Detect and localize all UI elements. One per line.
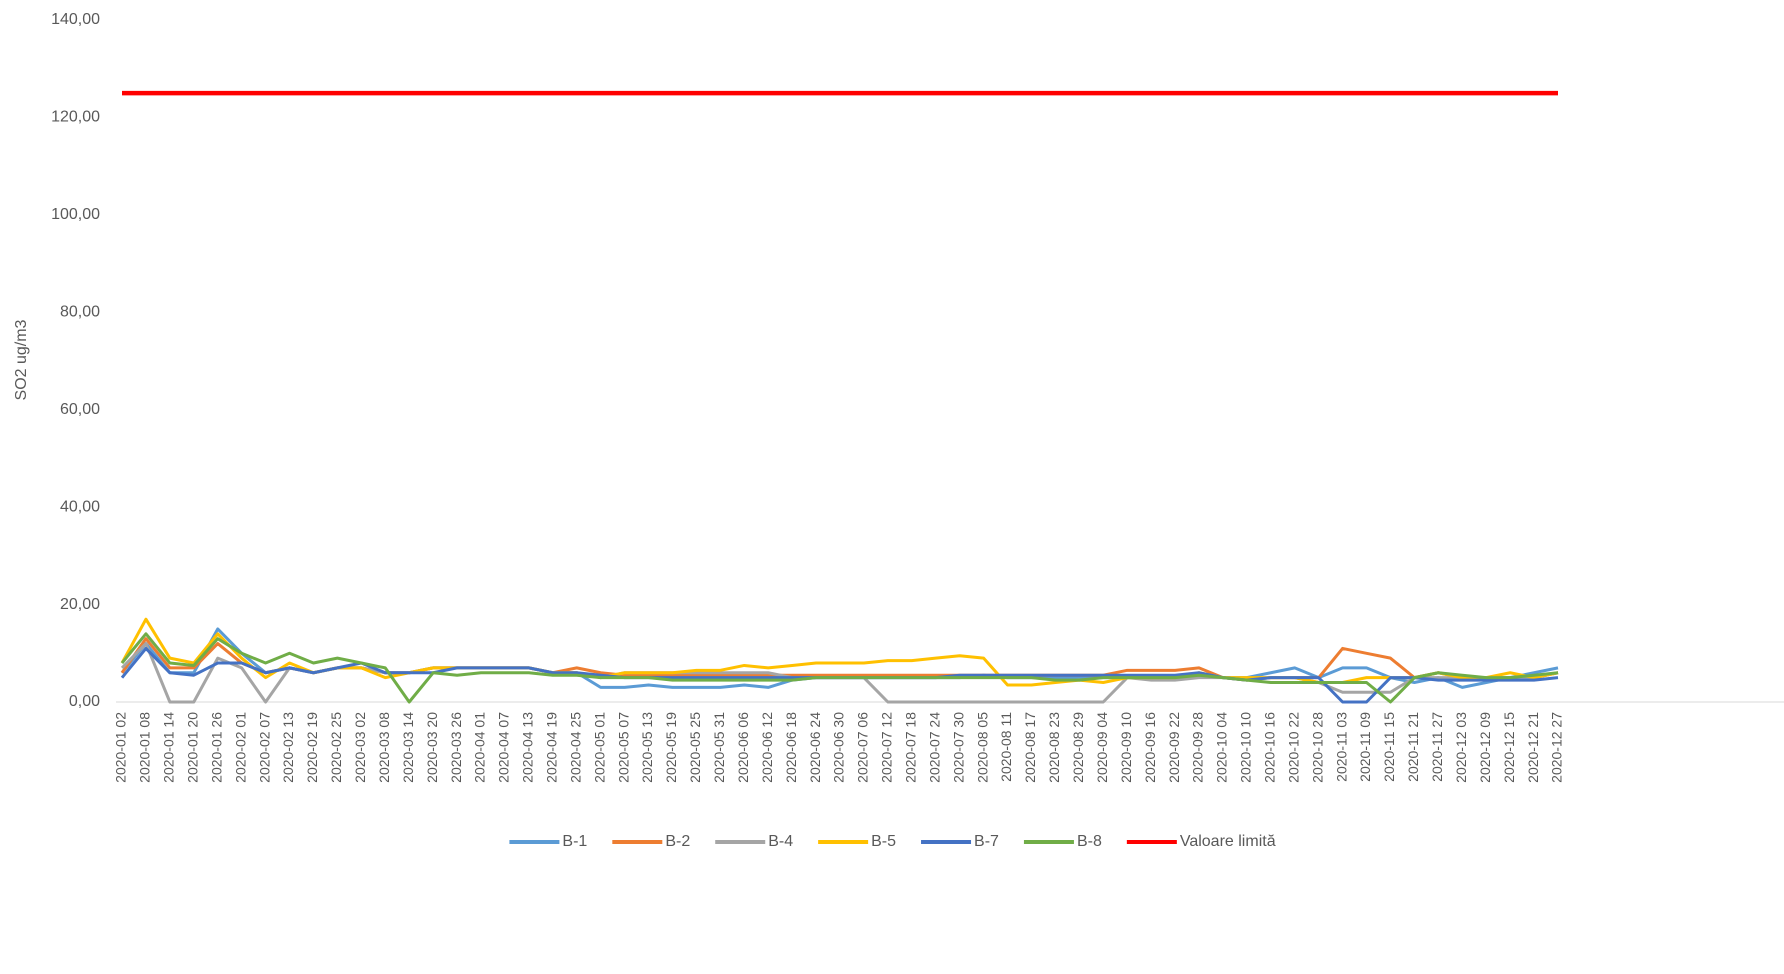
x-tick-label: 2020-10 10 (1238, 712, 1254, 783)
series-line (120, 642, 1559, 704)
x-tick-label: 2020-08 11 (998, 712, 1014, 782)
x-tick-label: 2020-02 25 (328, 712, 344, 783)
y-tick-label: 40,00 (60, 498, 100, 515)
x-tick-label: 2020-12 15 (1501, 712, 1517, 783)
x-tick-label: 2020-10 22 (1285, 712, 1301, 783)
x-tick-label: 2020-08 17 (1022, 712, 1038, 783)
x-tick-label: 2020-05 13 (639, 712, 655, 783)
y-tick-label: 80,00 (60, 304, 100, 321)
x-tick-label: 2020-10 16 (1262, 712, 1278, 783)
x-tick-label: 2020-04 13 (520, 712, 536, 783)
x-tick-label: 2020-11 27 (1429, 712, 1445, 782)
legend-label: B-4 (768, 833, 793, 850)
x-tick-label: 2020-06 18 (783, 712, 799, 783)
legend-label: B-7 (974, 833, 999, 850)
x-tick-label: 2020-08 23 (1046, 712, 1062, 783)
x-tick-label: 2020-03 20 (424, 712, 440, 783)
y-axis-label: SO2 ug/m3 (13, 319, 30, 400)
x-tick-label: 2020-09 28 (1190, 712, 1206, 783)
x-tick-label: 2020-03 26 (448, 712, 464, 783)
y-tick-label: 120,00 (51, 109, 100, 126)
x-tick-label: 2020-09 04 (1094, 712, 1110, 783)
x-tick-label: 2020-05 19 (663, 712, 679, 783)
x-tick-label: 2020-12 09 (1477, 712, 1493, 783)
x-tick-label: 2020-02 19 (304, 712, 320, 783)
x-tick-label: 2020-10 28 (1309, 712, 1325, 783)
x-tick-label: 2020-10 04 (1214, 712, 1230, 783)
x-tick-label: 2020-06 30 (831, 712, 847, 783)
x-tick-label: 2020-01 26 (208, 712, 224, 783)
x-tick-label: 2020-05 07 (615, 712, 631, 783)
x-tick-label: 2020-07 24 (926, 712, 942, 783)
x-tick-label: 2020-09 22 (1166, 712, 1182, 783)
x-tick-label: 2020-01 08 (137, 712, 153, 783)
x-tick-label: 2020-11 15 (1381, 712, 1397, 782)
legend-label: B-8 (1077, 833, 1102, 850)
legend-label: B-1 (562, 833, 587, 850)
x-tick-label: 2020-08 05 (974, 712, 990, 783)
x-tick-label: 2020-11 21 (1405, 712, 1421, 782)
y-tick-label: 60,00 (60, 401, 100, 418)
y-tick-label: 140,00 (51, 11, 100, 28)
x-tick-label: 2020-05 01 (591, 712, 607, 783)
x-tick-label: 2020-02 07 (256, 712, 272, 783)
x-tick-label: 2020-01 02 (113, 712, 129, 783)
x-tick-label: 2020-03 14 (400, 712, 416, 783)
x-tick-label: 2020-03 02 (352, 712, 368, 783)
x-tick-label: 2020-11 09 (1357, 712, 1373, 782)
legend-label: B-5 (871, 833, 896, 850)
x-tick-label: 2020-04 01 (472, 712, 488, 783)
legend-label: Valoare limită (1180, 833, 1276, 850)
x-tick-label: 2020-09 16 (1142, 712, 1158, 783)
x-tick-label: 2020-04 25 (567, 712, 583, 783)
x-tick-label: 2020-04 19 (544, 712, 560, 783)
x-tick-label: 2020-07 18 (903, 712, 919, 783)
x-tick-label: 2020-01 20 (185, 712, 201, 783)
x-tick-label: 2020-12 03 (1453, 712, 1469, 783)
x-tick-label: 2020-12 27 (1549, 712, 1565, 783)
x-tick-label: 2020-06 12 (759, 712, 775, 783)
x-tick-label: 2020-07 30 (950, 712, 966, 783)
x-tick-label: 2020-04 07 (496, 712, 512, 783)
series-line (120, 632, 1559, 704)
x-tick-label: 2020-06 06 (735, 712, 751, 783)
x-tick-label: 2020-08 29 (1070, 712, 1086, 783)
y-tick-label: 100,00 (51, 206, 100, 223)
x-tick-label: 2020-03 08 (376, 712, 392, 783)
x-tick-label: 2020-05 31 (711, 712, 727, 783)
x-tick-label: 2020-01 14 (161, 712, 177, 783)
x-tick-label: 2020-07 12 (879, 712, 895, 783)
y-tick-label: 0,00 (69, 693, 100, 710)
x-tick-label: 2020-05 25 (687, 712, 703, 783)
x-tick-label: 2020-07 06 (855, 712, 871, 783)
x-tick-label: 2020-02 01 (232, 712, 248, 783)
x-tick-label: 2020-02 13 (280, 712, 296, 783)
y-tick-label: 20,00 (60, 596, 100, 613)
x-tick-label: 2020-06 24 (807, 712, 823, 783)
legend-label: B-2 (665, 833, 690, 850)
x-tick-label: 2020-12 21 (1525, 712, 1541, 783)
x-tick-label: 2020-09 10 (1118, 712, 1134, 783)
x-tick-label: 2020-11 03 (1333, 712, 1349, 782)
